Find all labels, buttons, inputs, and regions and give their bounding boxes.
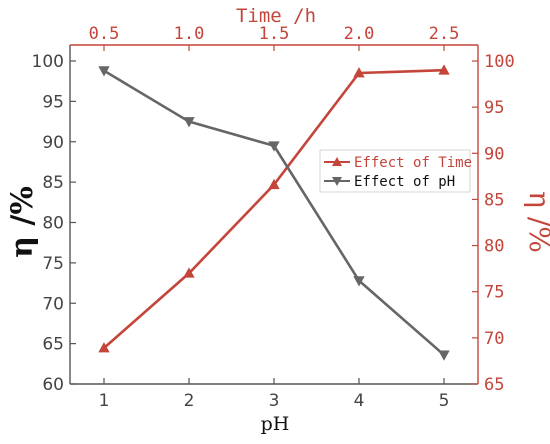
bottom-tick-label: 1 (99, 391, 110, 411)
left-tick-label: 90 (42, 133, 64, 153)
bottom-tick-label: 3 (269, 391, 280, 411)
left-tick-label: 60 (42, 375, 64, 395)
right-tick-label: 75 (484, 283, 504, 303)
data-point-time (183, 267, 195, 278)
right-tick-label: 100 (484, 52, 515, 72)
legend-label-time: Effect of Time (354, 155, 472, 171)
right-tick-label: 70 (484, 329, 504, 349)
top-tick-label: 2.5 (429, 24, 460, 44)
legend-box (319, 149, 471, 193)
left-tick-label: 80 (42, 214, 64, 234)
right-tick-label: 65 (484, 375, 504, 395)
legend-entry-time: Effect of Time (324, 155, 472, 171)
right-tick-label: 95 (484, 98, 504, 118)
legend: Effect of Time Effect of pH (319, 149, 472, 193)
legend-label-ph: Effect of pH (354, 174, 455, 190)
data-point-ph (353, 276, 365, 287)
bottom-axis-title: pH (261, 413, 290, 435)
legend-marker-time (332, 157, 342, 166)
right-axis-title: η /% (523, 191, 550, 253)
data-point-time (438, 64, 450, 75)
left-tick-label: 75 (42, 254, 64, 274)
data-point-ph (183, 117, 195, 128)
ticks-layer: 1 2 3 4 5 60 65 70 75 80 85 90 95 100 0.5 1.0 1.5 2.0 2.5 6… (32, 24, 515, 411)
legend-entry-ph: Effect of pH (324, 174, 455, 190)
legend-marker-ph (332, 177, 342, 186)
series-layer (98, 64, 450, 361)
left-axis-title: η /% (5, 186, 40, 258)
plot-frame (69, 44, 479, 385)
series-line-time (103, 68, 445, 349)
left-tick-label: 85 (42, 173, 64, 193)
left-tick-label: 65 (42, 335, 64, 355)
data-point-time (98, 342, 110, 353)
data-point-ph (268, 141, 280, 152)
bottom-tick-label: 2 (184, 391, 195, 411)
right-tick-label: 80 (484, 237, 504, 257)
right-tick-label: 85 (484, 190, 504, 210)
left-tick-label: 100 (32, 52, 64, 72)
left-tick-label: 95 (42, 92, 64, 112)
data-point-time (353, 67, 365, 78)
data-point-ph (438, 350, 450, 361)
top-axis-title: Time /h (236, 5, 316, 27)
data-point-time (268, 178, 280, 190)
top-tick-label: 0.5 (89, 24, 120, 44)
data-point-ph (98, 66, 110, 77)
left-tick-label: 70 (42, 294, 64, 314)
top-tick-label: 2.0 (344, 24, 375, 44)
bottom-tick-label: 5 (439, 391, 450, 411)
bottom-tick-label: 4 (354, 391, 365, 411)
top-tick-label: 1.5 (259, 24, 290, 44)
right-tick-label: 90 (484, 144, 504, 164)
series-line-ph (103, 69, 445, 356)
top-tick-label: 1.0 (174, 24, 205, 44)
